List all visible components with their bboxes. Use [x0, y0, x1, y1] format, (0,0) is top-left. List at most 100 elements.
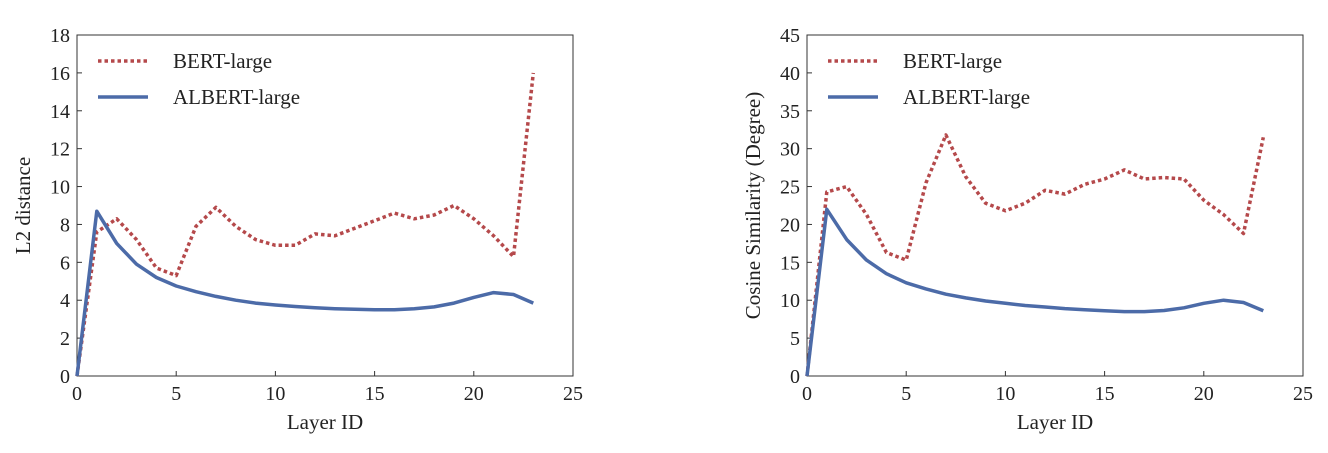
y-tick-label: 45: [780, 25, 800, 47]
y-tick-label: 0: [790, 366, 800, 388]
legend-label: ALBERT-large: [173, 85, 300, 109]
data-point: [373, 219, 375, 221]
x-axis-label: Layer ID: [287, 410, 363, 434]
data-point: [155, 276, 157, 278]
x-tick-label: 10: [995, 383, 1015, 405]
x-tick-label: 10: [265, 383, 285, 405]
series-line-bert-large: [805, 133, 1266, 377]
y-tick-label: 15: [780, 252, 800, 274]
data-point: [885, 273, 887, 275]
x-tick-label: 15: [365, 383, 385, 405]
series-line-albert-large: [805, 207, 1264, 377]
data-point: [334, 308, 336, 310]
y-tick-label: 35: [780, 101, 800, 123]
y-tick-label: 12: [50, 139, 70, 161]
x-tick-label: 20: [1194, 383, 1214, 405]
plot-frame: [76, 34, 574, 377]
data-point: [334, 235, 336, 237]
data-point: [1103, 310, 1105, 312]
data-point: [1242, 232, 1244, 234]
data-point: [965, 176, 967, 178]
y-tick-label: 8: [60, 214, 70, 236]
data-point: [945, 293, 947, 295]
data-point: [274, 244, 276, 246]
data-point: [865, 213, 867, 215]
data-point: [294, 305, 296, 307]
data-point: [826, 208, 828, 210]
data-point: [1222, 299, 1224, 301]
y-tick-label: 2: [60, 328, 70, 350]
data-point: [1103, 178, 1105, 180]
data-point: [76, 375, 78, 377]
data-point: [945, 134, 947, 136]
y-tick-label: 0: [60, 366, 70, 388]
data-point: [1123, 169, 1125, 171]
data-point: [1163, 176, 1165, 178]
x-tick-label: 5: [171, 383, 181, 405]
data-point: [965, 297, 967, 299]
data-point: [925, 182, 927, 184]
data-point: [1004, 302, 1006, 304]
y-tick-label: 14: [50, 101, 70, 123]
data-point: [532, 72, 534, 74]
data-point: [1084, 308, 1086, 310]
x-tick-label: 15: [1095, 383, 1115, 405]
x-tick-label: 0: [802, 383, 812, 405]
data-point: [473, 218, 475, 220]
data-point: [195, 290, 197, 292]
data-point: [925, 288, 927, 290]
data-point: [175, 285, 177, 287]
data-point: [1123, 310, 1125, 312]
data-point: [512, 255, 514, 257]
data-point: [1044, 306, 1046, 308]
l2-distance-chart: 0 5 10 15 20 25 0 2 4 6 8 10 12 14 16 18 Layer ID L2 dist…: [11, 25, 583, 434]
series-line-bert-large: [75, 72, 536, 377]
data-point: [433, 214, 435, 216]
data-point: [512, 293, 514, 295]
data-point: [1262, 310, 1264, 312]
data-point: [294, 244, 296, 246]
data-point: [1203, 302, 1205, 304]
y-tick-label: 5: [790, 328, 800, 350]
data-point: [393, 212, 395, 214]
data-point: [175, 274, 177, 276]
data-point: [1024, 202, 1026, 204]
data-point: [492, 291, 494, 293]
data-point: [1163, 309, 1165, 311]
y-axis-label: Cosine Similarity (Degree): [741, 92, 765, 319]
data-point: [1084, 183, 1086, 185]
data-point: [806, 375, 808, 377]
data-point: [135, 238, 137, 240]
data-point: [826, 191, 828, 193]
data-point: [905, 259, 907, 261]
data-point: [195, 225, 197, 227]
data-point: [135, 263, 137, 265]
y-tick-label: 10: [50, 177, 70, 199]
data-point: [1242, 301, 1244, 303]
y-tick-label: 16: [50, 63, 70, 85]
data-point: [354, 227, 356, 229]
y-tick-label: 40: [780, 63, 800, 85]
data-point: [413, 308, 415, 310]
data-point: [532, 302, 534, 304]
data-point: [155, 267, 157, 269]
x-tick-label: 25: [1293, 383, 1313, 405]
x-tick-label: 25: [563, 383, 583, 405]
data-point: [1143, 310, 1145, 312]
data-point: [373, 308, 375, 310]
data-point: [1183, 178, 1185, 180]
data-point: [254, 302, 256, 304]
legend-label: BERT-large: [173, 49, 272, 73]
data-point: [215, 295, 217, 297]
data-point: [1024, 304, 1026, 306]
data-point: [354, 308, 356, 310]
y-tick-label: 10: [780, 290, 800, 312]
x-tick-label: 0: [72, 383, 82, 405]
data-point: [845, 185, 847, 187]
y-tick-label: 25: [780, 177, 800, 199]
data-point: [453, 302, 455, 304]
data-point: [314, 307, 316, 309]
y-tick-label: 6: [60, 252, 70, 274]
data-point: [492, 235, 494, 237]
